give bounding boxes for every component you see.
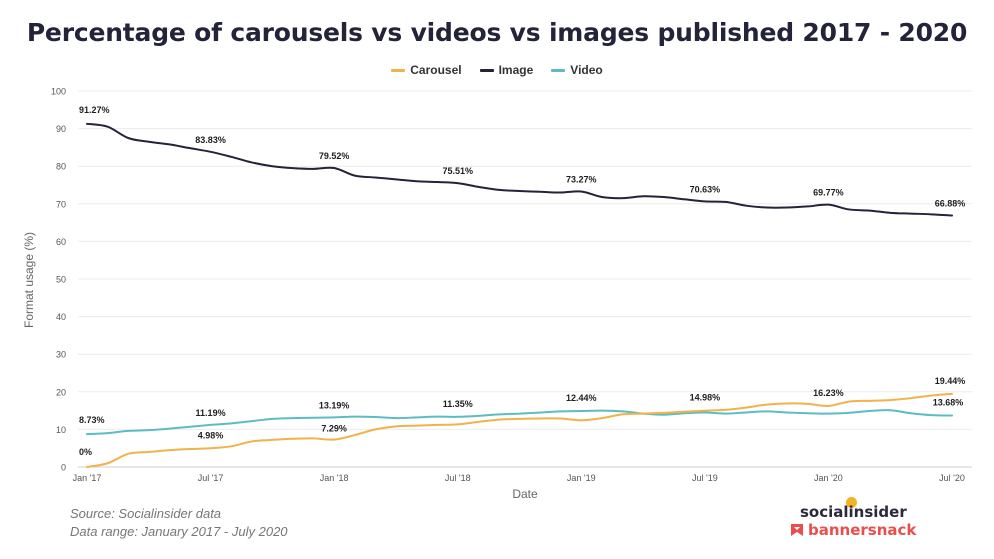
series-line-carousel [86, 392, 953, 468]
data-label-video: 11.19% [196, 408, 226, 418]
y-tick-label: 30 [56, 350, 66, 360]
legend-entry-carousel[interactable]: Carousel [391, 63, 462, 77]
x-axis-ticks: Jan '17 Jul '17 Jan '18 Jul '18 Jan '19 Jul '… [73, 473, 965, 483]
x-tick-label: Jul '17 [198, 473, 224, 483]
y-tick-label: 10 [56, 425, 66, 435]
y-tick-label: 50 [56, 275, 66, 285]
legend-label-image: Image [498, 63, 534, 77]
data-label-image: 83.83% [195, 135, 226, 145]
brand-logos: socialinsider bannersnack [780, 497, 930, 547]
legend-swatch-carousel [391, 68, 406, 72]
legend-entry-image[interactable]: Image [479, 63, 534, 77]
data-label-image: 79.52% [319, 151, 350, 161]
data-label-video: 13.68% [933, 398, 964, 408]
y-tick-label: 0 [61, 463, 66, 473]
chart-title: Percentage of carousels vs videos vs ima… [26, 18, 968, 47]
data-label-image: 70.63% [690, 184, 721, 194]
y-tick-label: 60 [56, 237, 66, 247]
legend-label-carousel: Carousel [410, 63, 462, 77]
data-label-carousel: 4.98% [198, 430, 224, 440]
data-label-carousel: 11.35% [443, 399, 473, 409]
data-label-carousel: 0% [79, 447, 92, 457]
data-label-carousel: 14.98% [690, 393, 721, 403]
legend-swatch-image [479, 68, 494, 72]
y-tick-label: 20 [56, 387, 66, 397]
y-axis-ticks: 0 10 20 30 40 50 60 70 80 90 100 [51, 87, 66, 473]
source-line: Source: Socialinsider data [70, 506, 222, 521]
data-labels: 0% 4.98% 7.29% 11.35% 12.44% 14.98% 16.23% 19.4… [79, 105, 965, 457]
x-tick-label: Jul '18 [445, 473, 471, 483]
socialinsider-sun-icon [846, 497, 857, 508]
y-tick-label: 80 [56, 162, 66, 172]
data-label-carousel: 12.44% [566, 393, 597, 403]
x-tick-label: Jan '17 [73, 473, 102, 483]
y-axis-title: Format usage (%) [22, 232, 36, 328]
bannersnack-logo-icon [791, 524, 803, 536]
data-label-carousel: 19.44% [935, 376, 966, 386]
series-lines [86, 122, 953, 468]
x-tick-label: Jan '18 [320, 473, 349, 483]
data-label-image: 73.27% [566, 175, 597, 185]
x-axis-title: Date [512, 487, 538, 501]
bannersnack-logo-row: bannersnack [790, 521, 916, 539]
x-tick-label: Jul '20 [939, 473, 965, 483]
data-label-video: 8.73% [79, 415, 105, 425]
data-label-carousel: 16.23% [813, 388, 844, 398]
data-label-image: 75.51% [442, 166, 473, 176]
y-tick-label: 100 [51, 87, 66, 97]
source-note: Source: Socialinsider data Data range: J… [70, 505, 288, 541]
data-label-image: 91.27% [79, 105, 110, 115]
y-tick-label: 90 [56, 124, 66, 134]
bannersnack-logo: bannersnack [808, 521, 917, 539]
data-label-image: 66.88% [935, 199, 966, 209]
data-label-video: 13.19% [319, 400, 350, 410]
x-tick-label: Jul '19 [692, 473, 718, 483]
series-line-video [86, 409, 953, 436]
data-label-carousel: 7.29% [321, 424, 347, 434]
y-tick-label: 70 [56, 199, 66, 209]
chart-legend: Carousel Image Video [0, 63, 994, 77]
x-tick-label: Jan '19 [567, 473, 596, 483]
legend-entry-video[interactable]: Video [551, 63, 603, 77]
grid-lines [78, 90, 972, 468]
data-range-line: Data range: January 2017 - July 2020 [70, 524, 288, 539]
series-line-image [86, 122, 953, 217]
legend-label-video: Video [570, 63, 603, 77]
data-label-image: 69.77% [813, 188, 844, 198]
y-tick-label: 40 [56, 312, 66, 322]
socialinsider-logo: socialinsider [800, 503, 907, 521]
x-tick-label: Jan '20 [814, 473, 843, 483]
legend-swatch-video [551, 68, 566, 72]
